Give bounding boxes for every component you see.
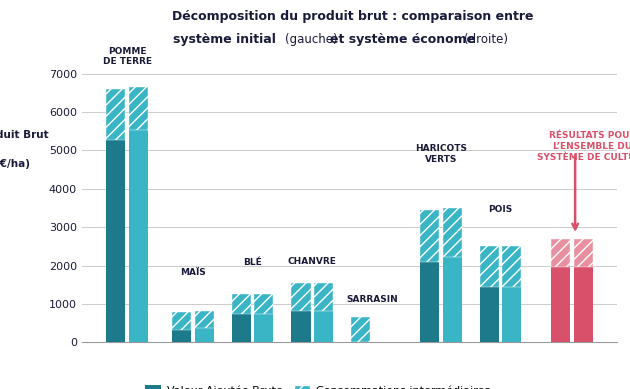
Text: (gauche): (gauche)	[285, 33, 338, 46]
Bar	[232, 294, 251, 314]
Text: SARRASIN: SARRASIN	[346, 295, 398, 304]
Bar	[551, 268, 570, 342]
Bar	[502, 246, 522, 287]
Bar	[574, 240, 593, 268]
Bar	[106, 89, 125, 140]
Bar	[195, 328, 214, 342]
Text: HARICOTS
VERTS: HARICOTS VERTS	[415, 144, 467, 164]
Text: POMME
DE TERRE: POMME DE TERRE	[103, 47, 152, 66]
Text: CHANVRE: CHANVRE	[288, 257, 337, 266]
Bar	[172, 312, 191, 330]
Bar	[502, 287, 522, 342]
Text: Décomposition du produit brut : comparaison entre: Décomposition du produit brut : comparai…	[172, 10, 534, 23]
Bar	[172, 330, 191, 342]
Text: (€/ha): (€/ha)	[0, 159, 30, 169]
Text: MAÏS: MAÏS	[180, 268, 206, 277]
Bar	[255, 314, 273, 342]
Text: POIS: POIS	[488, 205, 513, 214]
Bar	[129, 87, 148, 130]
Bar	[232, 314, 251, 342]
Bar	[479, 246, 499, 287]
Bar	[420, 262, 439, 342]
Bar	[292, 311, 311, 342]
Text: RÉSULTATS POUR
L’ENSEMBLE DU
SYSTÈME DE CULTURE: RÉSULTATS POUR L’ENSEMBLE DU SYSTÈME DE …	[537, 131, 630, 163]
Bar	[292, 283, 311, 311]
Bar	[442, 208, 462, 257]
Bar	[255, 294, 273, 314]
Bar	[351, 317, 370, 342]
Text: Produit Brut: Produit Brut	[0, 130, 49, 140]
Bar	[479, 287, 499, 342]
Text: et système économe: et système économe	[330, 33, 475, 46]
Bar	[442, 257, 462, 342]
Bar	[420, 210, 439, 262]
Legend: Valeur Ajoutée Brute, Consommations intermédiaires: Valeur Ajoutée Brute, Consommations inte…	[140, 380, 495, 389]
Bar	[314, 283, 333, 311]
Bar	[551, 240, 570, 268]
Text: (droite): (droite)	[464, 33, 508, 46]
Bar	[574, 268, 593, 342]
Bar	[314, 311, 333, 342]
Bar	[106, 140, 125, 342]
Bar	[129, 130, 148, 342]
Text: BLÉ: BLÉ	[243, 258, 262, 268]
Bar	[195, 311, 214, 328]
Text: système initial: système initial	[173, 33, 276, 46]
